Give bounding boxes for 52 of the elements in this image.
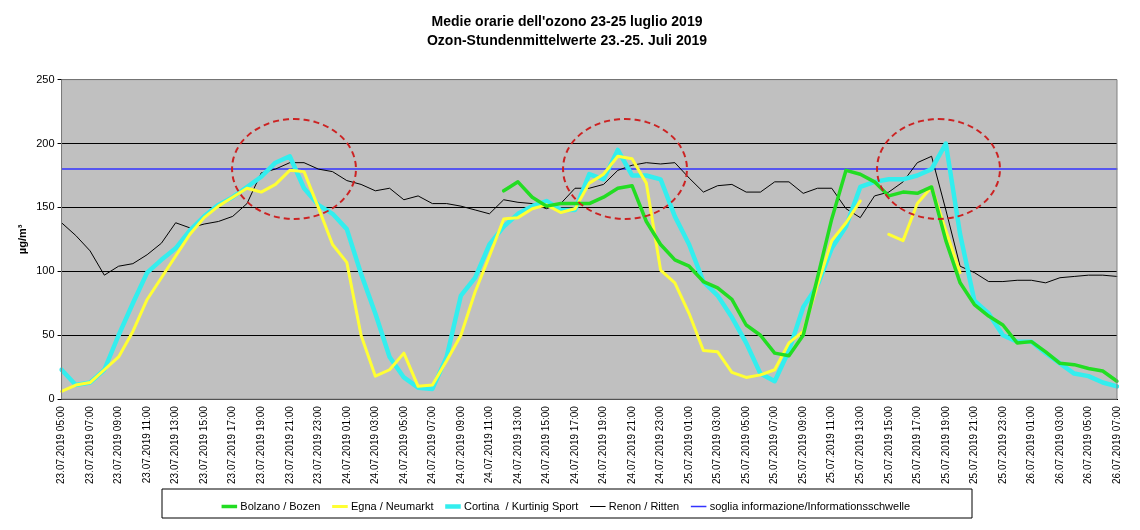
- x-tick-label: 24.07.2019 15:00: [540, 405, 552, 485]
- y-tick-label: 150: [36, 200, 55, 213]
- x-tick-label: 25.07.2019 01:00: [682, 405, 694, 485]
- x-tick-label: 23.07.2019 09:00: [112, 405, 124, 485]
- x-tick-label: 25.07.2019 17:00: [911, 405, 923, 485]
- y-tick-label: 250: [36, 72, 55, 85]
- x-tick-label: 25.07.2019 21:00: [968, 405, 980, 485]
- x-tick-label: 25.07.2019 03:00: [711, 405, 723, 485]
- y-tick-label: 200: [36, 136, 55, 149]
- x-tick-label: 23.07.2019 21:00: [283, 405, 295, 485]
- chart-title: Medie orarie dell'ozono 23-25 luglio 2019: [431, 13, 703, 30]
- x-tick-label: 24.07.2019 11:00: [483, 405, 495, 484]
- x-tick-label: 26.07.2019 07:00: [1110, 405, 1122, 485]
- x-tick-label: 24.07.2019 07:00: [426, 405, 438, 485]
- y-axis-title: µg/m³: [15, 224, 28, 255]
- x-tick-label: 25.07.2019 23:00: [996, 405, 1008, 485]
- y-tick-label: 50: [42, 328, 55, 341]
- x-tick-label: 26.07.2019 03:00: [1053, 405, 1065, 485]
- x-tick-label: 23.07.2019 05:00: [55, 405, 67, 485]
- x-tick-label: 24.07.2019 13:00: [511, 405, 523, 485]
- x-tick-label: 26.07.2019 01:00: [1025, 405, 1037, 485]
- x-tick-label: 23.07.2019 07:00: [83, 405, 95, 485]
- y-tick-label: 0: [48, 392, 55, 405]
- x-tick-label: 23.07.2019 19:00: [254, 405, 266, 485]
- x-tick-label: 24.07.2019 23:00: [654, 405, 666, 485]
- x-tick-label: 24.07.2019 09:00: [454, 405, 466, 485]
- x-tick-label: 25.07.2019 15:00: [882, 405, 894, 485]
- x-tick-label: 24.07.2019 17:00: [568, 405, 580, 485]
- x-tick-label: 25.07.2019 13:00: [854, 405, 866, 485]
- x-tick-label: 24.07.2019 03:00: [369, 405, 381, 485]
- legend-label: Cortina / Kurtinig Sport: [463, 499, 579, 512]
- x-tick-label: 25.07.2019 07:00: [768, 405, 780, 485]
- y-tick-label: 100: [36, 264, 55, 277]
- x-tick-label: 23.07.2019 13:00: [169, 405, 181, 485]
- x-tick-label: 25.07.2019 05:00: [739, 405, 751, 485]
- x-tick-label: 23.07.2019 11:00: [140, 405, 152, 484]
- legend-label: Bolzano / Bozen: [240, 499, 321, 512]
- legend-label: soglia informazione/Informationsschwelle: [709, 499, 911, 512]
- x-tick-label: 24.07.2019 19:00: [597, 405, 609, 485]
- x-tick-label: 25.07.2019 19:00: [939, 405, 951, 485]
- legend-label: Egna / Neumarkt: [350, 499, 434, 512]
- legend-label: Renon / Ritten: [608, 499, 680, 512]
- x-tick-label: 24.07.2019 05:00: [397, 405, 409, 485]
- x-tick-label: 26.07.2019 05:00: [1082, 405, 1094, 485]
- x-tick-label: 23.07.2019 17:00: [226, 405, 238, 485]
- x-tick-label: 23.07.2019 15:00: [197, 405, 209, 485]
- chart-subtitle: Ozon-Stundenmittelwerte 23.-25. Juli 2019: [426, 32, 708, 49]
- x-tick-label: 23.07.2019 23:00: [312, 405, 324, 485]
- x-tick-label: 24.07.2019 01:00: [340, 405, 352, 485]
- x-tick-label: 25.07.2019 09:00: [796, 405, 808, 485]
- x-tick-label: 24.07.2019 21:00: [625, 405, 637, 485]
- x-tick-label: 25.07.2019 11:00: [825, 405, 837, 484]
